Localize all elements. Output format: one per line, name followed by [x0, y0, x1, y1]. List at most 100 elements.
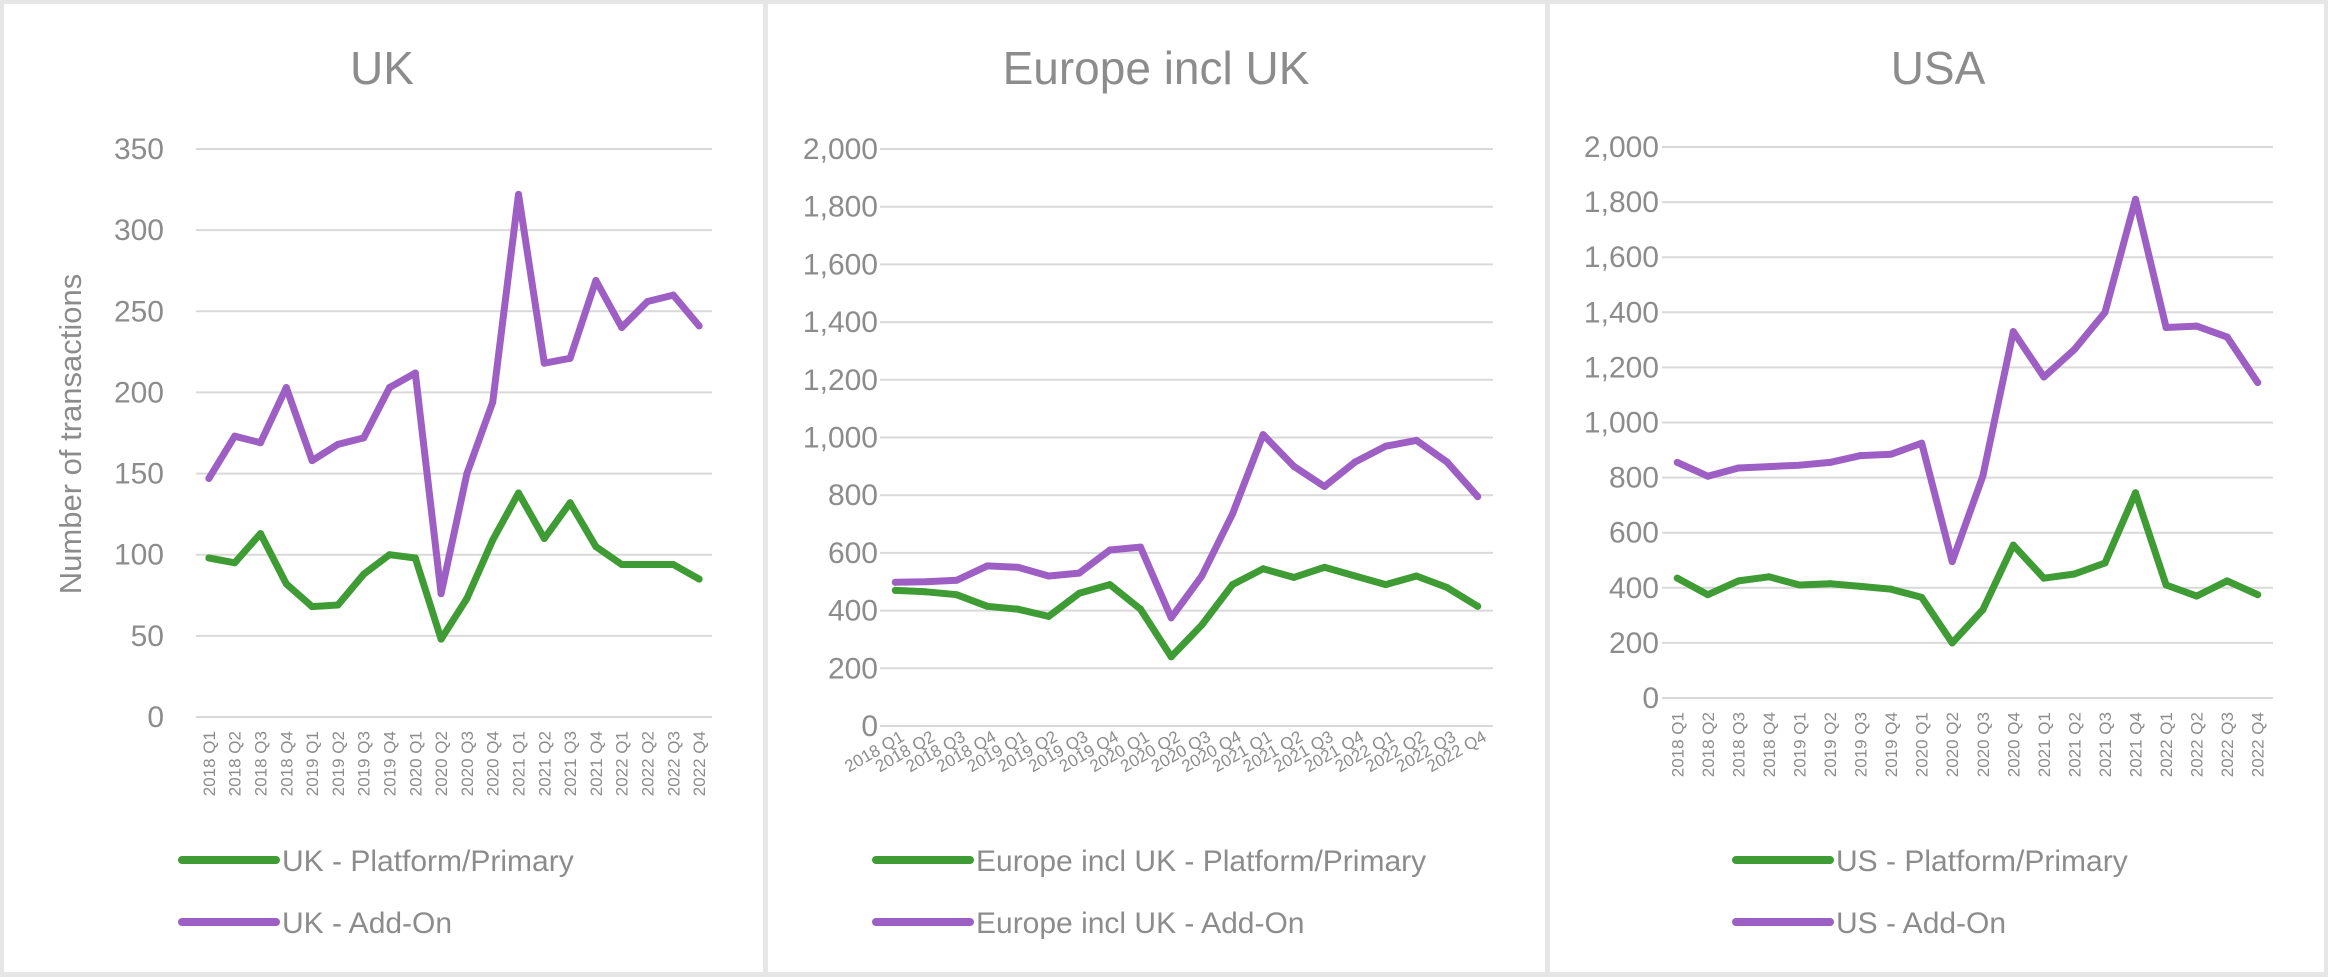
data-point — [891, 586, 899, 594]
data-point — [1918, 593, 1926, 601]
data-point — [669, 291, 677, 299]
data-point — [1918, 439, 1926, 447]
data-point — [1198, 572, 1206, 580]
series-line-add-on — [1673, 195, 2262, 566]
y-tick-label: 1,600 — [803, 248, 878, 281]
data-point — [1704, 472, 1712, 480]
x-tick-label: 2022 Q4 — [2249, 712, 2268, 777]
data-point — [2193, 592, 2201, 600]
data-point — [1075, 569, 1083, 577]
data-point — [1075, 589, 1083, 597]
data-point — [922, 578, 930, 586]
data-point — [515, 489, 522, 497]
data-point — [1382, 442, 1390, 450]
data-point — [2070, 345, 2078, 353]
series-line-platform-primary — [1673, 489, 2262, 647]
x-tick-label: 2021 Q3 — [561, 731, 580, 796]
data-point — [386, 551, 393, 559]
data-point — [592, 276, 600, 284]
data-point — [2070, 570, 2078, 578]
x-tick-label: 2018 Q1 — [1668, 712, 1687, 777]
x-tick-label: 2022 Q2 — [2188, 712, 2207, 777]
y-tick-label: 600 — [1609, 517, 1659, 550]
data-point — [566, 354, 574, 362]
data-point — [2132, 195, 2140, 203]
x-tick-label: 2019 Q1 — [303, 731, 322, 796]
data-point — [334, 601, 342, 609]
data-point — [1167, 653, 1175, 661]
data-point — [1474, 602, 1482, 610]
y-tick-label: 800 — [828, 479, 878, 512]
y-tick-label: 0 — [147, 701, 164, 734]
data-point — [644, 298, 651, 306]
y-tick-label: 1,200 — [1584, 351, 1659, 384]
x-tick-label: 2018 Q2 — [226, 731, 245, 796]
data-point — [386, 384, 393, 392]
data-point — [205, 474, 213, 482]
y-tick-label: 1,400 — [803, 306, 878, 339]
y-tick-label: 2,000 — [803, 133, 878, 166]
y-tick-label: 1,000 — [1584, 407, 1659, 440]
x-tick-label: 2018 Q4 — [277, 731, 296, 796]
legend-label: Europe incl UK - Add-On — [976, 907, 1305, 940]
legend-label: Europe incl UK - Platform/Primary — [976, 845, 1426, 878]
data-point — [411, 369, 419, 377]
legend-label: UK - Add-On — [282, 907, 452, 940]
x-tick-label: 2019 Q2 — [329, 731, 348, 796]
data-point — [411, 554, 419, 562]
chart-title: USA — [1891, 42, 1986, 94]
x-tick-label: 2022 Q3 — [664, 731, 683, 796]
data-point — [1412, 436, 1420, 444]
data-point — [1259, 431, 1267, 439]
chart-panel-usa: USA 0 200 400 600 800 1,000 1,200 1,400 1,600 1,80… — [1550, 4, 2324, 972]
x-tick-label: 2018 Q2 — [1699, 712, 1718, 777]
data-point — [1887, 450, 1895, 458]
data-point — [1795, 581, 1803, 589]
data-point — [1443, 584, 1451, 592]
data-point — [308, 603, 316, 611]
data-point — [1351, 458, 1359, 466]
y-tick-label: 400 — [828, 595, 878, 628]
data-point — [489, 536, 497, 544]
y-tick-label: 1,000 — [803, 422, 878, 455]
data-point — [1979, 606, 1987, 614]
y-tick-label: 150 — [114, 458, 164, 491]
x-tick-label: 2021 Q4 — [2127, 712, 2146, 777]
x-tick-label: 2022 Q3 — [2218, 712, 2237, 777]
y-tick-label: 1,600 — [1584, 241, 1659, 274]
data-point — [437, 635, 445, 643]
data-point — [1673, 574, 1681, 582]
x-tick-label: 2021 Q3 — [2096, 712, 2115, 777]
x-tick-label: 2018 Q4 — [1760, 712, 1779, 777]
x-tick-label: 2020 Q3 — [458, 731, 477, 796]
data-point — [1106, 581, 1114, 589]
data-point — [1167, 614, 1175, 622]
x-tick-label: 2019 Q1 — [1790, 712, 1809, 777]
data-point — [983, 562, 991, 570]
data-point — [489, 398, 497, 406]
data-point — [1826, 458, 1834, 466]
y-tick-label: 200 — [828, 652, 878, 685]
data-point — [2040, 373, 2048, 381]
chart-uk: UK 0 50 100 150 200 250 300 350 Number of transac… — [53, 42, 712, 940]
y-tick-label: 200 — [1609, 627, 1659, 660]
x-tick-label: 2021 Q1 — [510, 731, 529, 796]
x-tick-label: 2020 Q2 — [1943, 712, 1962, 777]
x-tick-label: 2022 Q4 — [690, 731, 709, 796]
chart-usa: USA 0 200 400 600 800 1,000 1,200 1,400 1,600 1,80… — [1584, 42, 2273, 940]
x-tick-label: 2019 Q4 — [1882, 712, 1901, 777]
data-point — [1198, 621, 1206, 629]
series-line-add-on — [891, 431, 1482, 622]
data-point — [2132, 489, 2140, 497]
data-point — [2254, 591, 2262, 599]
y-tick-label: 350 — [114, 133, 164, 166]
data-point — [2009, 328, 2017, 336]
data-point — [463, 470, 471, 478]
data-point — [1765, 573, 1773, 581]
y-tick-label: 250 — [114, 295, 164, 328]
data-point — [1320, 563, 1328, 571]
data-point — [463, 595, 471, 603]
data-point — [360, 570, 368, 578]
data-point — [282, 580, 290, 588]
data-point — [1948, 558, 1956, 566]
